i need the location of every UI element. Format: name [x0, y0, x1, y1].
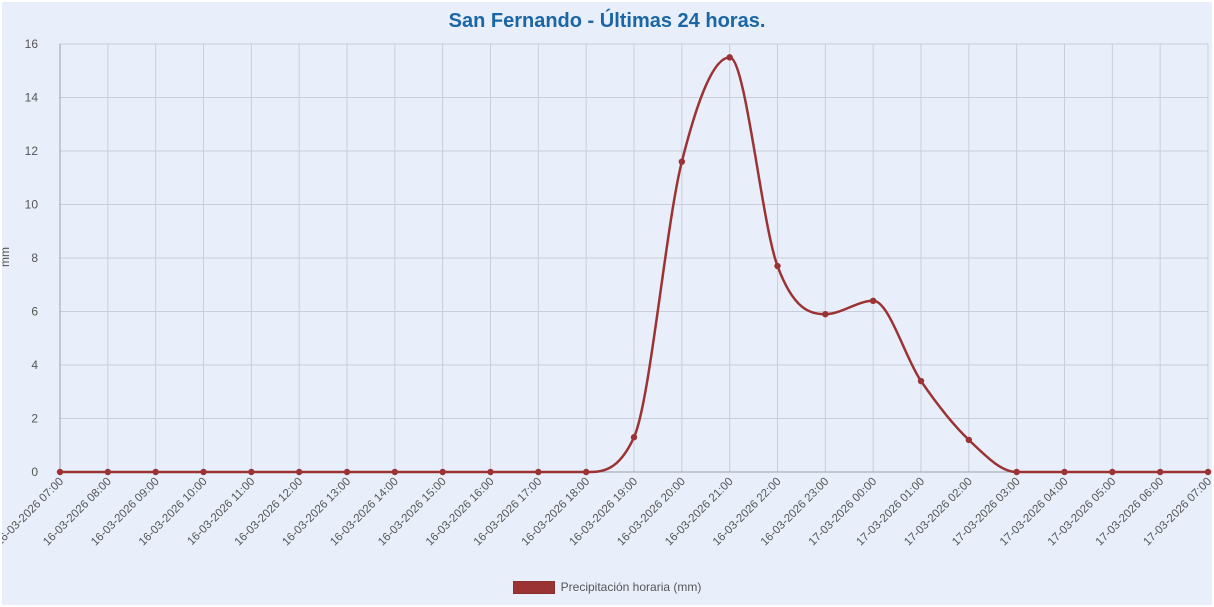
- data-point: [487, 468, 494, 476]
- y-tick-label: 10: [25, 198, 39, 212]
- data-point: [1156, 468, 1164, 476]
- y-tick-label: 8: [31, 251, 38, 265]
- y-tick-label: 0: [31, 465, 38, 479]
- data-point: [439, 468, 446, 476]
- data-point: [1013, 468, 1020, 476]
- data-point: [774, 262, 781, 270]
- series-line: [60, 56, 1208, 474]
- data-point: [104, 468, 112, 476]
- data-point: [630, 434, 638, 441]
- data-point: [1109, 468, 1116, 476]
- data-point: [391, 468, 399, 476]
- data-point: [582, 468, 590, 476]
- y-tick-label: 4: [31, 358, 38, 372]
- legend-swatch: [512, 580, 555, 594]
- chart-legend[interactable]: Precipitación horaria (mm): [2, 580, 1212, 594]
- y-tick-label: 2: [31, 412, 38, 426]
- data-point: [295, 468, 303, 476]
- data-point: [200, 468, 207, 476]
- chart-title: San Fernando - Últimas 24 horas.: [448, 10, 766, 32]
- data-point: [535, 468, 542, 476]
- y-tick-label: 6: [31, 305, 38, 319]
- data-point: [248, 468, 255, 476]
- y-tick-label: 12: [25, 144, 39, 158]
- data-point: [726, 54, 733, 61]
- data-point: [1061, 468, 1068, 476]
- legend-label: Precipitación horaria (mm): [560, 580, 702, 594]
- data-point: [56, 468, 64, 476]
- data-point: [822, 310, 829, 318]
- data-point: [678, 158, 686, 165]
- data-point: [152, 468, 159, 476]
- data-point: [343, 468, 351, 476]
- data-point: [869, 297, 877, 304]
- data-point: [1204, 468, 1212, 476]
- y-tick-label: 16: [25, 37, 39, 51]
- data-point: [965, 436, 973, 444]
- y-tick-label: 14: [25, 91, 39, 105]
- data-point: [917, 377, 925, 385]
